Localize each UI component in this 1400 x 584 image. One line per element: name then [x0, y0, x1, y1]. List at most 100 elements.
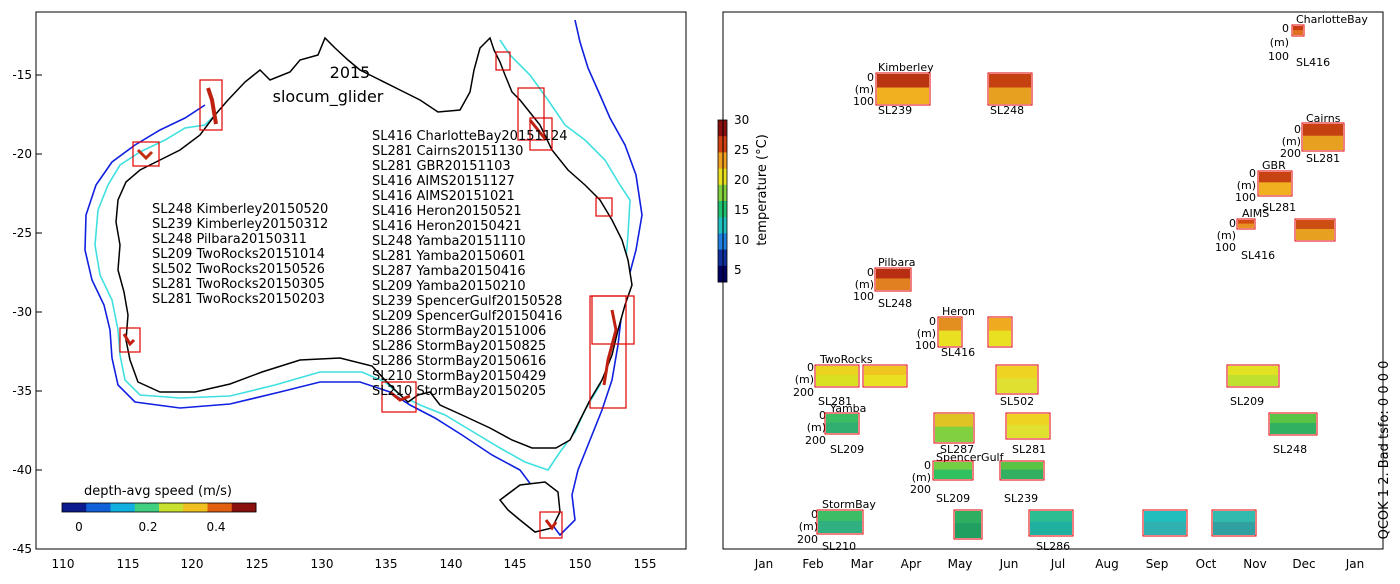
month-label: May — [948, 557, 973, 571]
speed-colorbar-frame — [61, 502, 257, 513]
map-panel: 2015 slocum_glider SL248 Kimberley201505… — [12, 11, 687, 571]
depth-unit: (m) — [855, 278, 874, 291]
australia-coastline — [115, 36, 633, 449]
section-thumbnail-top — [1144, 511, 1186, 522]
legend-right-entry: SL286 StormBay20150616 — [372, 354, 546, 369]
depth-bottom: 100 — [915, 339, 936, 352]
legend-right-entry: SL209 SpencerGulf20150416 — [372, 309, 562, 324]
region-box-gbr — [529, 117, 553, 151]
speed-colorbar-tick: 0.2 — [138, 520, 157, 534]
temp-colorbar-label: temperature (°C) — [755, 134, 770, 246]
lat-tick-label: -15 — [12, 68, 32, 82]
region-box-tworocks — [119, 327, 141, 353]
section-thumbnail-top — [864, 366, 906, 375]
legend-right-entry: SL416 Heron20150521 — [372, 204, 522, 219]
section-thumbnail-top — [935, 414, 973, 427]
legend-right-entry: SL210 StormBay20150205 — [372, 384, 546, 399]
legend-left-entry: SL239 Kimberley20150312 — [152, 217, 328, 232]
map-title-platform: slocum_glider — [273, 87, 384, 107]
month-label: Sep — [1146, 557, 1169, 571]
region-box-pilbara — [132, 141, 160, 167]
glider-id: SL239 — [1004, 492, 1038, 505]
glider-id: SL416 — [1241, 249, 1275, 262]
section-thumbnail-frame — [1301, 122, 1345, 152]
glider-id: SL248 — [878, 297, 912, 310]
speed-colorbar: depth-avg speed (m/s) 0 0.2 0.4 — [61, 484, 257, 534]
legend-left-entry: SL248 Pilbara20150311 — [152, 232, 307, 247]
section-thumbnail-frame — [953, 509, 983, 540]
depth-unit: (m) — [1217, 229, 1236, 242]
depth-bottom: 200 — [805, 434, 826, 447]
legend-right-entry: SL281 Yamba20150601 — [372, 249, 526, 264]
month-label: Dec — [1292, 557, 1315, 571]
section-thumbnail-top — [1259, 172, 1291, 183]
legend-right-entry: SL210 StormBay20150429 — [372, 369, 546, 384]
lon-ticks: 110 115 120 125 130 135 140 145 150 155 — [52, 557, 657, 571]
temp-tick: 10 — [734, 233, 749, 247]
section-thumbnail-frame — [814, 364, 860, 388]
section-thumbnail-top — [1007, 414, 1049, 425]
section-thumbnail-frame — [1028, 509, 1074, 537]
depth-top: 0 — [1229, 217, 1236, 230]
month-label: Jan — [1345, 557, 1365, 571]
legend-right-entry: SL286 StormBay20150825 — [372, 339, 546, 354]
region-box-stormbay — [539, 511, 563, 539]
section-thumbnail-top — [1213, 511, 1255, 522]
track-stormbay — [544, 519, 558, 531]
section-thumbnail-frame — [999, 460, 1045, 481]
region-box-kimberley — [199, 79, 223, 131]
section-thumbnail-top — [1238, 220, 1254, 224]
section-thumbnail-frame — [995, 364, 1039, 395]
legend-right-entry: SL281 GBR20151103 — [372, 159, 511, 174]
legend-right-entry: SL416 AIMS20151127 — [372, 174, 515, 189]
site-name: AIMS — [1242, 207, 1269, 220]
isobath-1000m — [84, 19, 643, 537]
section-thumbnail-top — [1001, 462, 1043, 470]
depth-unit: (m) — [799, 520, 818, 533]
site-name: CharlotteBay — [1296, 13, 1368, 26]
section-thumbnail-top — [877, 74, 929, 88]
depth-unit: (m) — [795, 373, 814, 386]
section-thumbnail-frame — [875, 72, 931, 106]
section-thumbnail-top — [1303, 124, 1343, 136]
depth-unit: (m) — [912, 471, 931, 484]
speed-colorbar-title: depth-avg speed (m/s) — [84, 484, 232, 499]
depth-unit: (m) — [1237, 179, 1256, 192]
glider-id: SL281 — [1306, 152, 1340, 165]
month-label: Jan — [754, 557, 774, 571]
legend-right-entry: SL239 SpencerGulf20150528 — [372, 294, 562, 309]
isobath-200m — [94, 39, 631, 471]
section-thumbnail-frame — [816, 509, 864, 535]
section-thumbnail-top — [989, 318, 1011, 331]
speed-colorbar-cell — [62, 503, 87, 512]
section-thumbnail-top — [955, 511, 981, 524]
lon-tick-label: 145 — [504, 557, 527, 571]
month-label: Jun — [999, 557, 1019, 571]
glider-id: SL502 — [1000, 395, 1034, 408]
glider-id: SL248 — [990, 104, 1024, 117]
lat-tick-label: -25 — [12, 226, 32, 240]
depth-top: 0 — [867, 71, 874, 84]
lat-tick-label: -40 — [12, 463, 32, 477]
temperature-colorbar: 30 25 20 15 10 5 temperature (°C) — [717, 113, 770, 283]
legend-right-entry: SL281 Cairns20151130 — [372, 144, 523, 159]
speed-colorbar-cell — [134, 503, 160, 512]
section-thumbnail-frame — [1142, 509, 1188, 537]
lon-tick-label: 140 — [440, 557, 463, 571]
region-box-heron — [595, 197, 613, 217]
glider-id: SL416 — [941, 346, 975, 359]
section-thumbnail-top — [934, 462, 972, 470]
section-thumbnail-frame — [1257, 170, 1293, 197]
lat-tick-label: -45 — [12, 542, 32, 556]
timeline-axes-box — [722, 11, 1384, 550]
lon-tick-label: 125 — [246, 557, 269, 571]
track-cairns — [528, 119, 548, 141]
section-thumbnail-top — [989, 74, 1031, 88]
speed-colorbar-bar — [61, 502, 257, 513]
depth-unit: (m) — [855, 83, 874, 96]
speed-colorbar-cell — [183, 503, 208, 512]
section-thumbnail-top — [1293, 26, 1303, 31]
section-thumbnail-top — [939, 318, 961, 331]
site-labels: CharlotteBay 0 (m) 100 SL416 Kimberley 0… — [793, 13, 1368, 553]
